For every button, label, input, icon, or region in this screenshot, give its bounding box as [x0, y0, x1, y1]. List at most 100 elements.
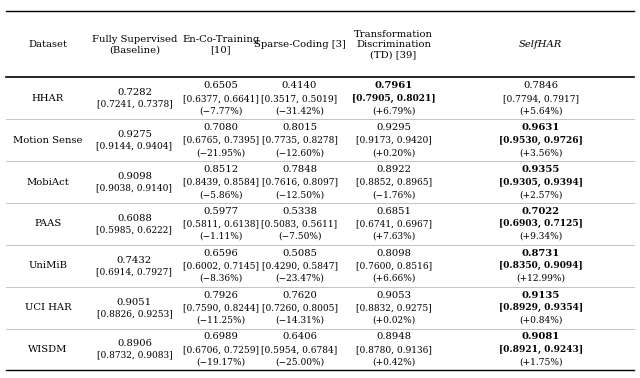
Text: [0.6903, 0.7125]: [0.6903, 0.7125]: [499, 220, 583, 228]
Text: SelfHAR: SelfHAR: [519, 40, 563, 49]
Text: (−25.00%): (−25.00%): [275, 358, 324, 367]
Text: (+5.64%): (+5.64%): [519, 107, 563, 115]
Text: [0.8929, 0.9354]: [0.8929, 0.9354]: [499, 303, 583, 312]
Text: (+6.66%): (+6.66%): [372, 274, 415, 283]
Text: [0.9305, 0.9394]: [0.9305, 0.9394]: [499, 178, 583, 187]
Text: 0.7620: 0.7620: [282, 291, 317, 300]
Text: [0.7794, 0.7917]: [0.7794, 0.7917]: [503, 94, 579, 103]
Text: 0.6505: 0.6505: [204, 81, 238, 90]
Text: (−7.50%): (−7.50%): [278, 232, 321, 241]
Text: [0.8350, 0.9094]: [0.8350, 0.9094]: [499, 261, 582, 270]
Text: [0.8852, 0.8965]: [0.8852, 0.8965]: [356, 178, 431, 187]
Text: [0.9038, 0.9140]: [0.9038, 0.9140]: [97, 183, 172, 192]
Text: Transformation
Discrimination
(TD) [39]: Transformation Discrimination (TD) [39]: [354, 29, 433, 59]
Text: (−12.60%): (−12.60%): [275, 148, 324, 157]
Text: PAAS: PAAS: [35, 220, 61, 228]
Text: 0.8512: 0.8512: [204, 165, 238, 174]
Text: Dataset: Dataset: [29, 40, 67, 49]
Text: 0.6088: 0.6088: [117, 214, 152, 223]
Text: [0.8732, 0.9083]: [0.8732, 0.9083]: [97, 351, 172, 359]
Text: (−31.42%): (−31.42%): [275, 107, 324, 115]
Text: (+2.57%): (+2.57%): [519, 190, 563, 199]
Text: 0.7846: 0.7846: [524, 81, 558, 90]
Text: 0.8731: 0.8731: [522, 249, 560, 258]
Text: 0.9135: 0.9135: [522, 291, 560, 300]
Text: [0.8780, 0.9136]: [0.8780, 0.9136]: [356, 345, 431, 354]
Text: 0.9355: 0.9355: [522, 165, 560, 174]
Text: 0.8906: 0.8906: [117, 339, 152, 349]
Text: (+0.20%): (+0.20%): [372, 148, 415, 157]
Text: [0.5954, 0.6784]: [0.5954, 0.6784]: [261, 345, 338, 354]
Text: [0.6377, 0.6641]: [0.6377, 0.6641]: [183, 94, 259, 103]
Text: (+1.75%): (+1.75%): [519, 358, 563, 367]
Text: (−5.86%): (−5.86%): [199, 190, 243, 199]
Text: [0.6706, 0.7259]: [0.6706, 0.7259]: [183, 345, 259, 354]
Text: 0.5977: 0.5977: [204, 207, 238, 216]
Text: 0.5085: 0.5085: [282, 249, 317, 258]
Text: [0.6914, 0.7927]: [0.6914, 0.7927]: [97, 267, 172, 276]
Text: [0.6765, 0.7395]: [0.6765, 0.7395]: [183, 136, 259, 145]
Text: [0.7735, 0.8278]: [0.7735, 0.8278]: [262, 136, 337, 145]
Text: Fully Supervised
(Baseline): Fully Supervised (Baseline): [92, 35, 177, 54]
Text: 0.9295: 0.9295: [376, 123, 411, 132]
Text: [0.7616, 0.8097]: [0.7616, 0.8097]: [262, 178, 337, 187]
Text: (−19.17%): (−19.17%): [196, 358, 245, 367]
Text: 0.8098: 0.8098: [376, 249, 411, 258]
Text: (+0.02%): (+0.02%): [372, 316, 415, 325]
Text: [0.7590, 0.8244]: [0.7590, 0.8244]: [183, 303, 259, 312]
Text: (−8.36%): (−8.36%): [199, 274, 243, 283]
Text: 0.7282: 0.7282: [117, 88, 152, 97]
Text: [0.8921, 0.9243]: [0.8921, 0.9243]: [499, 345, 583, 354]
Text: 0.8922: 0.8922: [376, 165, 411, 174]
Text: (−1.11%): (−1.11%): [199, 232, 243, 241]
Text: 0.8948: 0.8948: [376, 333, 411, 341]
Text: [0.5083, 0.5611]: [0.5083, 0.5611]: [262, 220, 337, 228]
Text: [0.7600, 0.8516]: [0.7600, 0.8516]: [356, 261, 431, 270]
Text: (+9.34%): (+9.34%): [519, 232, 563, 241]
Text: WISDM: WISDM: [28, 345, 68, 354]
Text: (−11.25%): (−11.25%): [196, 316, 245, 325]
Text: (−14.31%): (−14.31%): [275, 316, 324, 325]
Text: [0.8826, 0.9253]: [0.8826, 0.9253]: [97, 309, 172, 318]
Text: (−12.50%): (−12.50%): [275, 190, 324, 199]
Text: En-Co-Training
[10]: En-Co-Training [10]: [182, 35, 259, 54]
Text: 0.7926: 0.7926: [204, 291, 238, 300]
Text: 0.8015: 0.8015: [282, 123, 317, 132]
Text: 0.5338: 0.5338: [282, 207, 317, 216]
Text: [0.8832, 0.9275]: [0.8832, 0.9275]: [356, 303, 431, 312]
Text: [0.9530, 0.9726]: [0.9530, 0.9726]: [499, 136, 583, 145]
Text: 0.9098: 0.9098: [117, 172, 152, 181]
Text: [0.9144, 0.9404]: [0.9144, 0.9404]: [97, 141, 172, 150]
Text: (−21.95%): (−21.95%): [196, 148, 245, 157]
Text: [0.9173, 0.9420]: [0.9173, 0.9420]: [356, 136, 431, 145]
Text: (+6.79%): (+6.79%): [372, 107, 415, 115]
Text: MobiAct: MobiAct: [27, 178, 69, 187]
Text: [0.5985, 0.6222]: [0.5985, 0.6222]: [97, 225, 172, 234]
Text: [0.7905, 0.8021]: [0.7905, 0.8021]: [352, 94, 435, 103]
Text: (+0.84%): (+0.84%): [519, 316, 563, 325]
Text: [0.4290, 0.5847]: [0.4290, 0.5847]: [262, 261, 337, 270]
Text: [0.7260, 0.8005]: [0.7260, 0.8005]: [262, 303, 337, 312]
Text: (−23.47%): (−23.47%): [275, 274, 324, 283]
Text: HHAR: HHAR: [32, 94, 64, 103]
Text: [0.6741, 0.6967]: [0.6741, 0.6967]: [356, 220, 431, 228]
Text: [0.5811, 0.6138]: [0.5811, 0.6138]: [183, 220, 259, 228]
Text: (−7.77%): (−7.77%): [199, 107, 243, 115]
Text: 0.9051: 0.9051: [117, 297, 152, 307]
Text: UniMiB: UniMiB: [29, 261, 67, 270]
Text: [0.7241, 0.7378]: [0.7241, 0.7378]: [97, 99, 172, 108]
Text: [0.6002, 0.7145]: [0.6002, 0.7145]: [183, 261, 259, 270]
Text: 0.6406: 0.6406: [282, 333, 317, 341]
Text: UCI HAR: UCI HAR: [25, 303, 71, 312]
Text: 0.6989: 0.6989: [204, 333, 238, 341]
Text: 0.6851: 0.6851: [376, 207, 411, 216]
Text: (−1.76%): (−1.76%): [372, 190, 415, 199]
Text: (+0.42%): (+0.42%): [372, 358, 415, 367]
Text: [0.3517, 0.5019]: [0.3517, 0.5019]: [262, 94, 337, 103]
Text: (+7.63%): (+7.63%): [372, 232, 415, 241]
Text: 0.7022: 0.7022: [522, 207, 560, 216]
Text: [0.8439, 0.8584]: [0.8439, 0.8584]: [183, 178, 259, 187]
Text: 0.9275: 0.9275: [117, 130, 152, 139]
Text: 0.7848: 0.7848: [282, 165, 317, 174]
Text: 0.9631: 0.9631: [522, 123, 560, 132]
